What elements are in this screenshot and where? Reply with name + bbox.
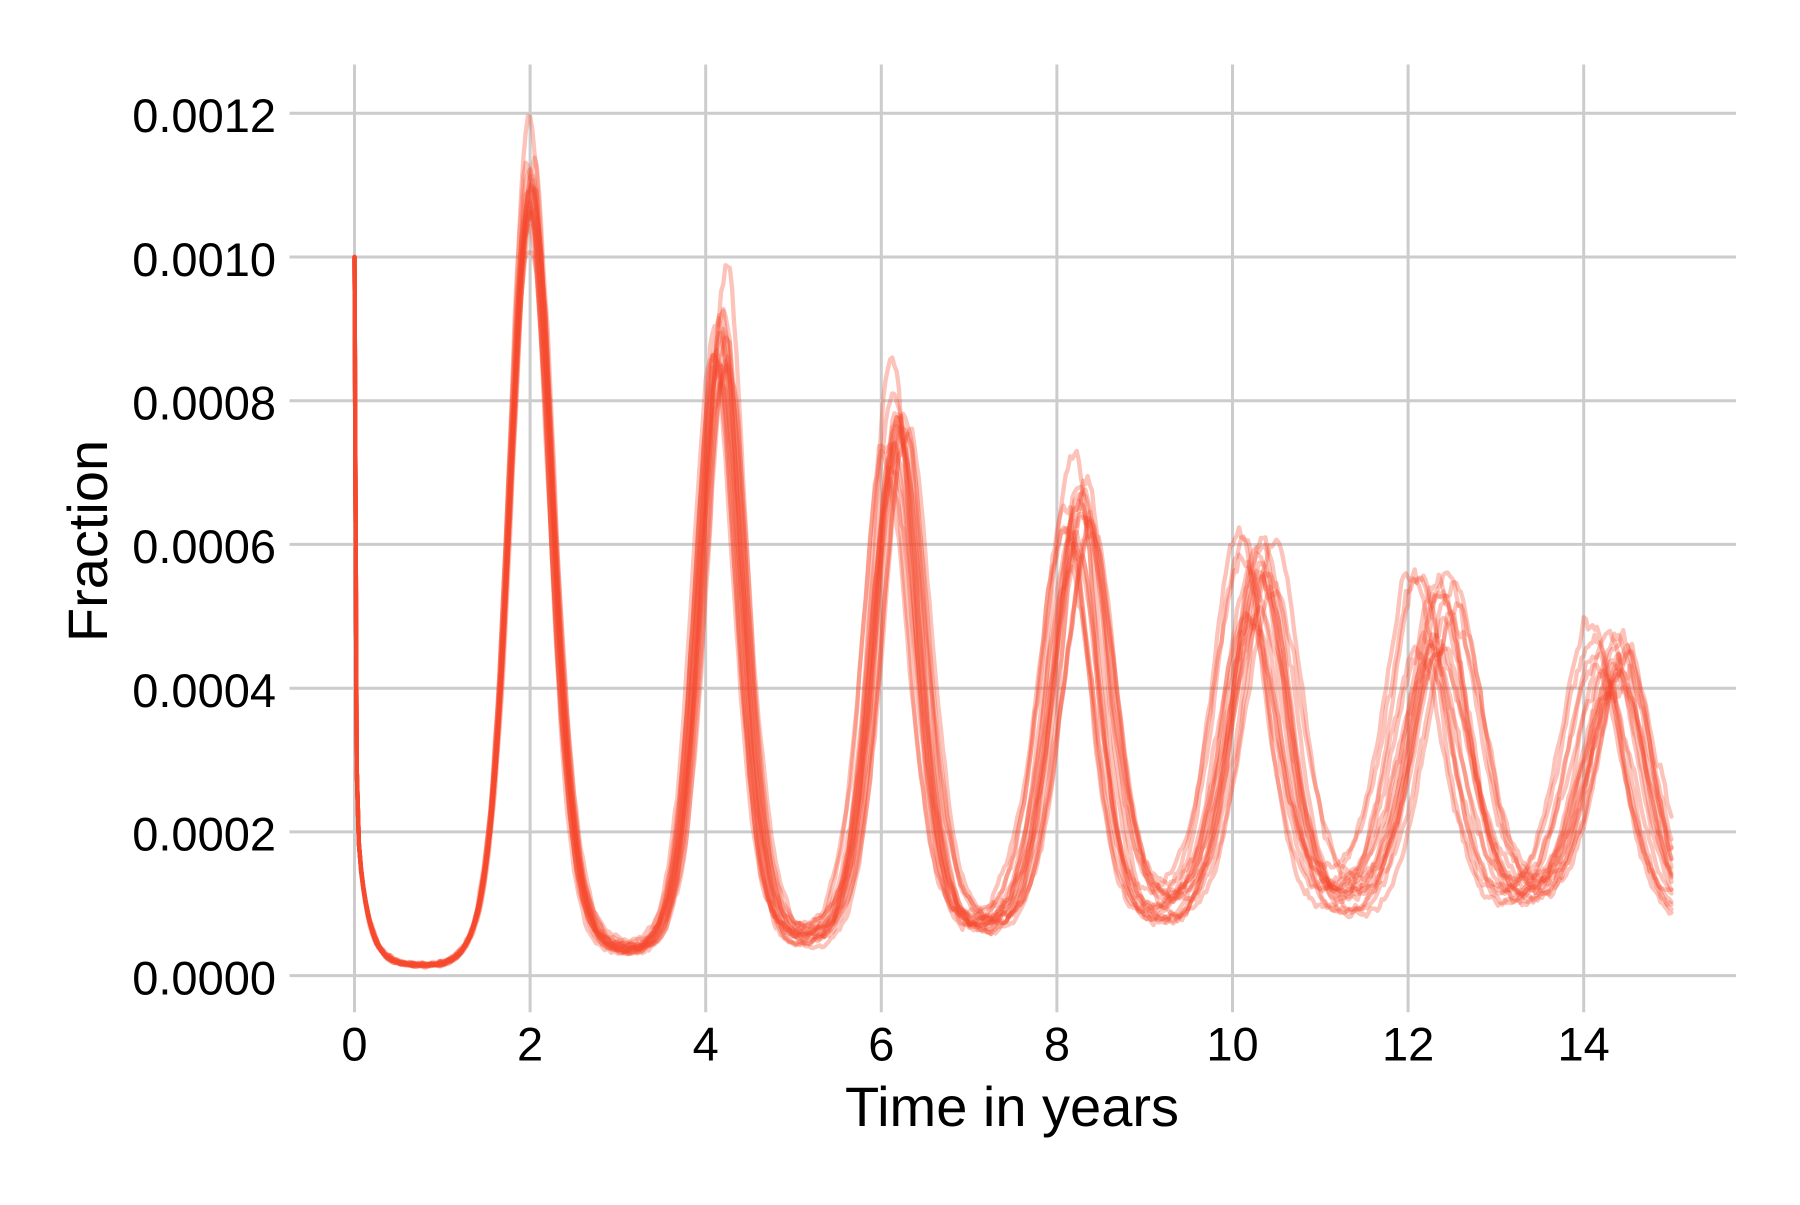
svg-text:0.0008: 0.0008 <box>132 377 276 430</box>
svg-text:2: 2 <box>517 1018 543 1071</box>
svg-text:12: 12 <box>1382 1018 1434 1071</box>
svg-text:0.0002: 0.0002 <box>132 808 276 861</box>
svg-text:14: 14 <box>1558 1018 1610 1071</box>
svg-text:Time in years: Time in years <box>845 1075 1179 1138</box>
svg-text:0.0004: 0.0004 <box>132 664 276 717</box>
svg-text:10: 10 <box>1206 1018 1258 1071</box>
svg-text:0.0012: 0.0012 <box>132 89 276 142</box>
svg-text:Fraction: Fraction <box>56 440 119 642</box>
svg-text:8: 8 <box>1044 1018 1070 1071</box>
svg-text:0: 0 <box>341 1018 367 1071</box>
svg-text:4: 4 <box>693 1018 719 1071</box>
svg-text:0.0000: 0.0000 <box>132 951 276 1004</box>
svg-text:0.0006: 0.0006 <box>132 520 276 573</box>
svg-text:6: 6 <box>868 1018 894 1071</box>
svg-text:0.0010: 0.0010 <box>132 233 276 286</box>
